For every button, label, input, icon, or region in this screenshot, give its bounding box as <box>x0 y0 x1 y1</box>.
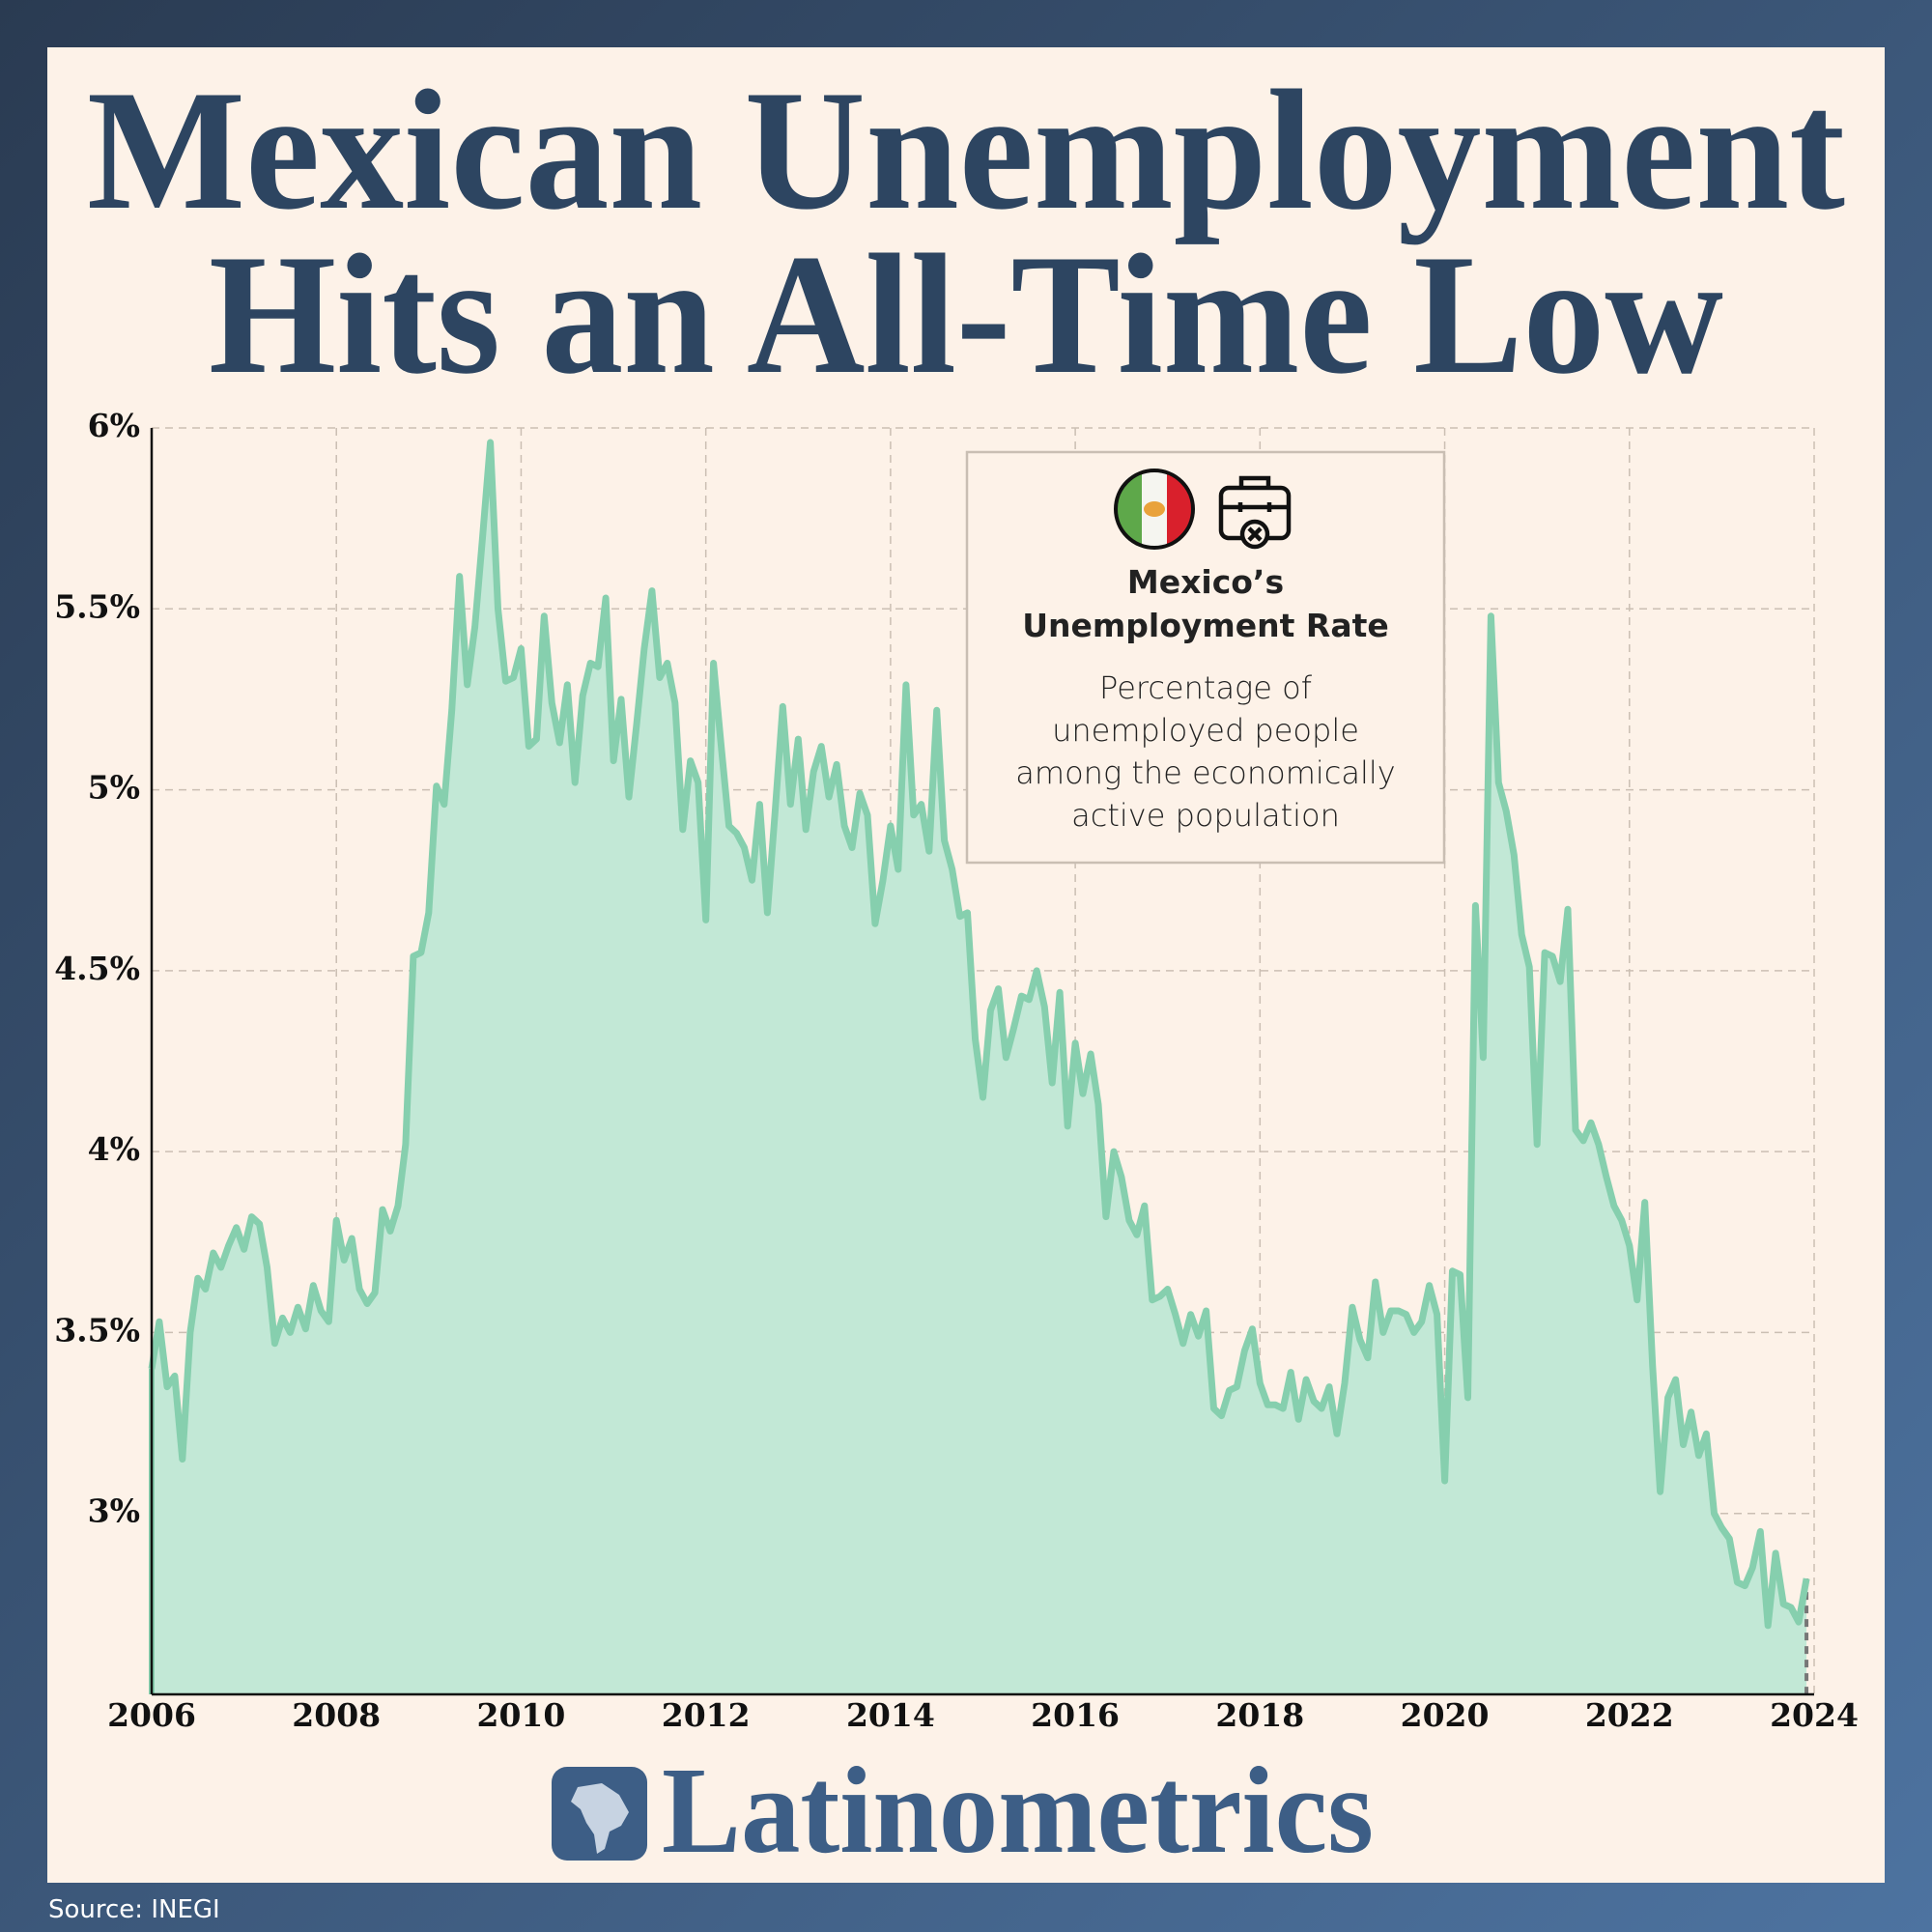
annotation-title: Mexico’s <box>1127 563 1284 601</box>
x-tick-label: 2006 <box>107 1696 196 1734</box>
plot: 3% 3.5% 4% 4.5% 5% 5.5% 6% 2006 2008 2010 2012 2014… <box>54 407 1859 1734</box>
logo-map <box>571 1783 629 1854</box>
mexico-flag-icon <box>1114 469 1195 550</box>
brand-logo: Latinometrics <box>552 1742 1374 1879</box>
y-tick-label: 5.5% <box>54 587 140 625</box>
y-tick-label: 4% <box>88 1130 140 1168</box>
x-tick-label: 2010 <box>477 1696 566 1734</box>
title-line: Hits an All-Time Low <box>209 218 1723 410</box>
annotation-title: Unemployment Rate <box>1022 607 1389 644</box>
annotation-frame <box>965 450 1446 865</box>
y-tick-label: 4.5% <box>54 950 140 987</box>
title-line: Mexican Unemployment <box>87 54 1845 245</box>
line <box>148 439 1810 1630</box>
x-tick-label: 2018 <box>1215 1696 1304 1734</box>
x-tick-label: 2014 <box>846 1696 935 1734</box>
annotation-box: Mexico’s Unemployment Rate Percentage of… <box>965 450 1446 865</box>
x-tick-label: 2022 <box>1585 1696 1674 1734</box>
annotation-text: Percentage of <box>1099 669 1313 706</box>
y-tick-label: 5% <box>88 769 140 807</box>
annotation-text: unemployed people <box>1052 712 1359 749</box>
x-tick-label: 2020 <box>1401 1696 1490 1734</box>
x-tick-label: 2024 <box>1770 1696 1859 1734</box>
annotation-text: among the economically <box>1015 754 1395 791</box>
y-tick-label: 3% <box>88 1492 140 1530</box>
y-tick-label: 6% <box>88 407 140 444</box>
annotation-text: active population <box>1071 797 1340 834</box>
y-tick-label: 3.5% <box>54 1311 140 1349</box>
x-tick-label: 2016 <box>1031 1696 1120 1734</box>
briefcase-icon <box>1218 475 1292 550</box>
x-tick-label: 2008 <box>292 1696 381 1734</box>
x-tick-label: 2012 <box>662 1696 751 1734</box>
source: Source: INEGI <box>48 1895 220 1924</box>
brand-name: Latinometrics <box>662 1742 1374 1879</box>
